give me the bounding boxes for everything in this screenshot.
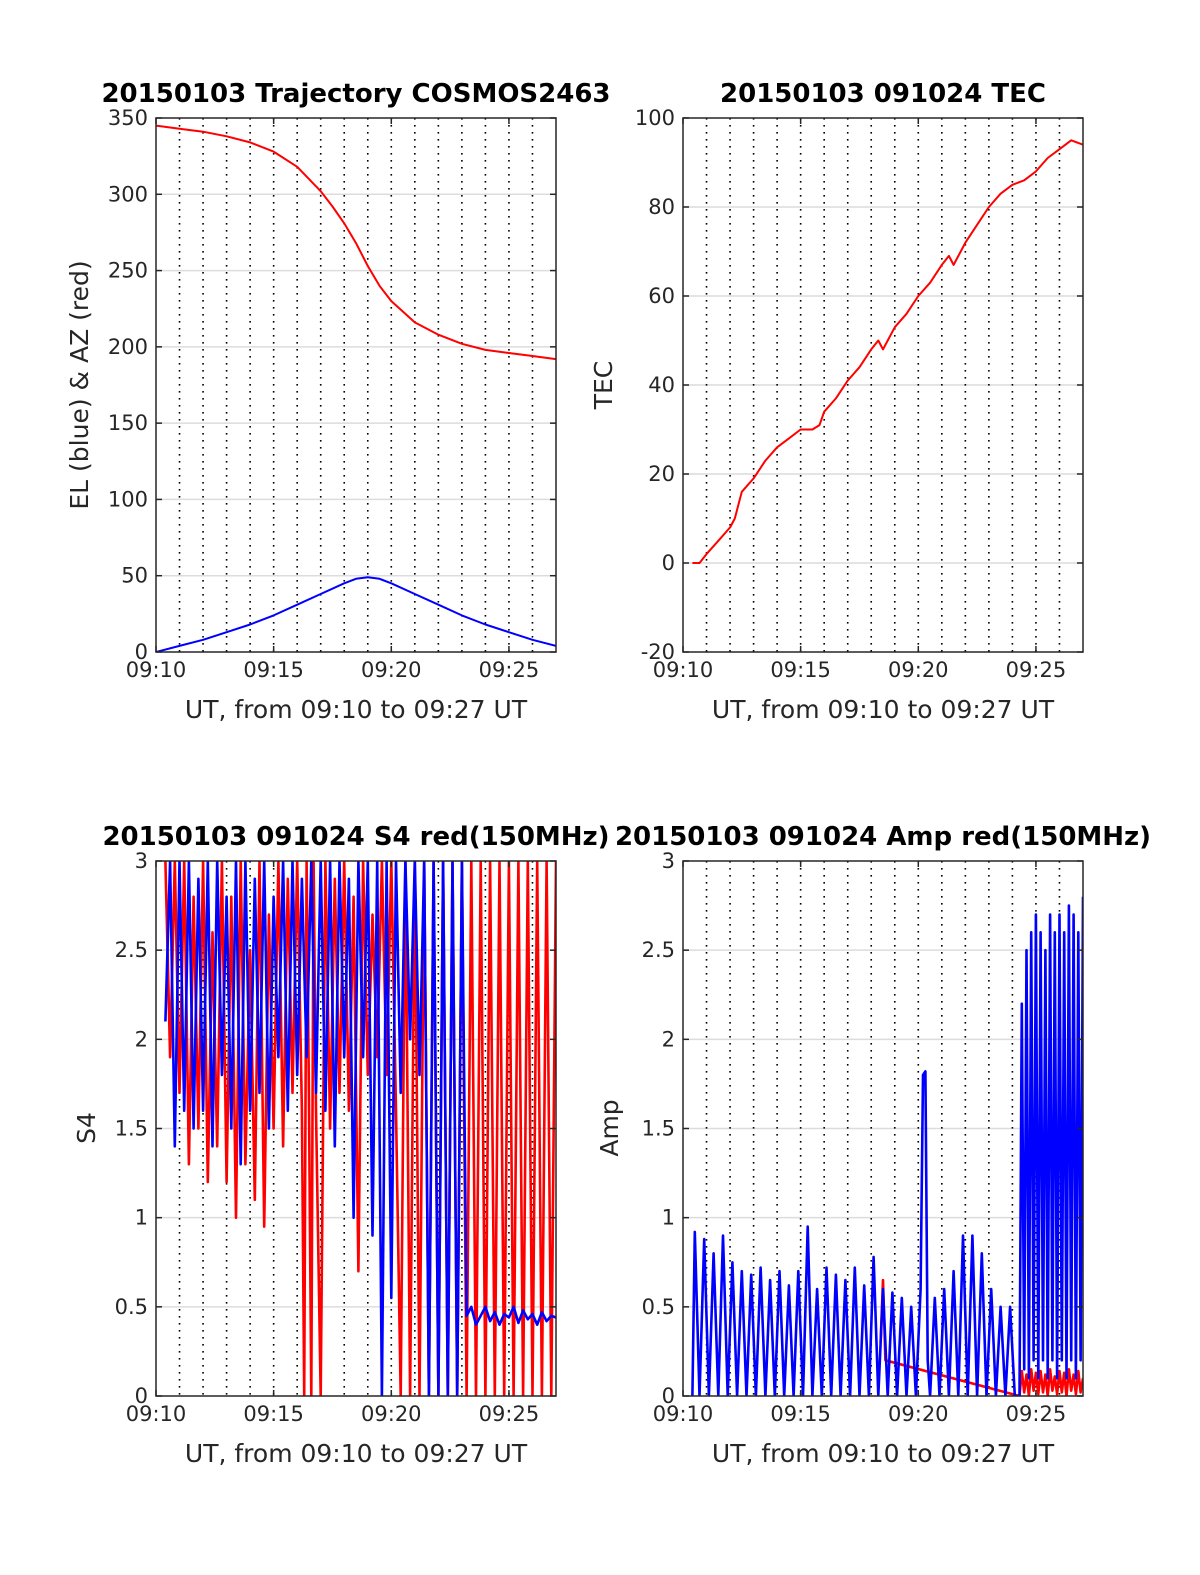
y-tick-label: 50	[121, 564, 148, 588]
plot-area	[691, 896, 1083, 1396]
plot-area	[156, 124, 556, 652]
y-tick-label: 3	[662, 849, 675, 873]
y-axis-label: Amp	[595, 1099, 624, 1156]
y-tick-label: 1	[135, 1206, 148, 1230]
y-axis-label: EL (blue) & AZ (red)	[65, 260, 94, 509]
y-tick-label: 1	[662, 1206, 675, 1230]
y-tick-label: 20	[648, 462, 675, 486]
x-tick-label: 09:20	[361, 658, 422, 682]
y-tick-label: 350	[108, 106, 148, 130]
y-axis-label: TEC	[589, 361, 618, 411]
x-tick-label: 09:10	[126, 658, 187, 682]
y-tick-label: 300	[108, 182, 148, 206]
x-tick-label: 09:15	[243, 658, 304, 682]
y-tick-label: 2.5	[115, 938, 148, 962]
x-tick-label: 09:15	[770, 658, 831, 682]
x-tick-label: 09:15	[243, 1402, 304, 1426]
y-tick-label: 40	[648, 373, 675, 397]
plot-area	[164, 861, 556, 1396]
x-axis-label: UT, from 09:10 to 09:27 UT	[712, 1439, 1055, 1468]
y-tick-label: 100	[108, 487, 148, 511]
panel-title: 20150103 091024 S4 red(150MHz)	[102, 822, 609, 852]
x-tick-label: 09:10	[126, 1402, 187, 1426]
y-tick-label: 3	[135, 849, 148, 873]
x-tick-label: 09:10	[653, 1402, 714, 1426]
y-tick-label: 250	[108, 259, 148, 283]
series-line-1	[156, 576, 556, 652]
y-tick-label: 0	[135, 640, 148, 664]
panel-title: 20150103 091024 Amp red(150MHz)	[615, 822, 1151, 852]
y-tick-label: 0	[662, 1384, 675, 1408]
y-tick-label: 0.5	[642, 1295, 675, 1319]
panel-tec: 20150103 091024 TEC TEC UT, from 09:10 t…	[589, 79, 1084, 724]
y-tick-label: 150	[108, 411, 148, 435]
x-tick-label: 09:25	[479, 1402, 540, 1426]
x-tick-label: 09:20	[888, 658, 949, 682]
y-tick-label: 2	[662, 1027, 675, 1051]
series-line-0	[156, 124, 556, 361]
panel-title: 20150103 Trajectory COSMOS2463	[101, 79, 610, 109]
y-tick-label: 0	[662, 551, 675, 575]
y-tick-label: 2.5	[642, 938, 675, 962]
x-tick-label: 09:25	[479, 658, 540, 682]
x-tick-label: 09:25	[1006, 1402, 1067, 1426]
y-tick-label: 60	[648, 284, 675, 308]
panel-amp: 20150103 091024 Amp red(150MHz) Amp UT, …	[595, 822, 1151, 1468]
panel-trajectory: 20150103 Trajectory COSMOS2463 EL (blue)…	[65, 79, 611, 724]
y-tick-label: 0	[135, 1384, 148, 1408]
y-tick-label: 1.5	[642, 1117, 675, 1141]
panel-s4: 20150103 091024 S4 red(150MHz) S4 UT, fr…	[72, 822, 610, 1468]
x-axis-label: UT, from 09:10 to 09:27 UT	[712, 695, 1055, 724]
x-tick-label: 09:20	[361, 1402, 422, 1426]
x-tick-label: 09:15	[770, 1402, 831, 1426]
x-tick-label: 09:10	[653, 658, 714, 682]
x-tick-label: 09:25	[1006, 658, 1067, 682]
y-tick-label: 80	[648, 195, 675, 219]
y-tick-label: 200	[108, 335, 148, 359]
plot-area	[692, 139, 1083, 564]
y-axis-label: S4	[72, 1112, 101, 1144]
panel-title: 20150103 091024 TEC	[720, 79, 1046, 109]
y-tick-label: 2	[135, 1027, 148, 1051]
y-tick-label: -20	[641, 640, 675, 664]
y-tick-label: 100	[635, 106, 675, 130]
x-tick-label: 09:20	[888, 1402, 949, 1426]
series-line-1	[691, 896, 1083, 1396]
y-tick-label: 1.5	[115, 1117, 148, 1141]
series-line-1	[164, 861, 556, 1396]
x-axis-label: UT, from 09:10 to 09:27 UT	[185, 695, 528, 724]
series-line-0	[879, 1278, 1083, 1396]
series-line-0	[692, 139, 1083, 564]
axes-box	[155, 117, 557, 653]
y-tick-label: 0.5	[115, 1295, 148, 1319]
x-axis-label: UT, from 09:10 to 09:27 UT	[185, 1439, 528, 1468]
